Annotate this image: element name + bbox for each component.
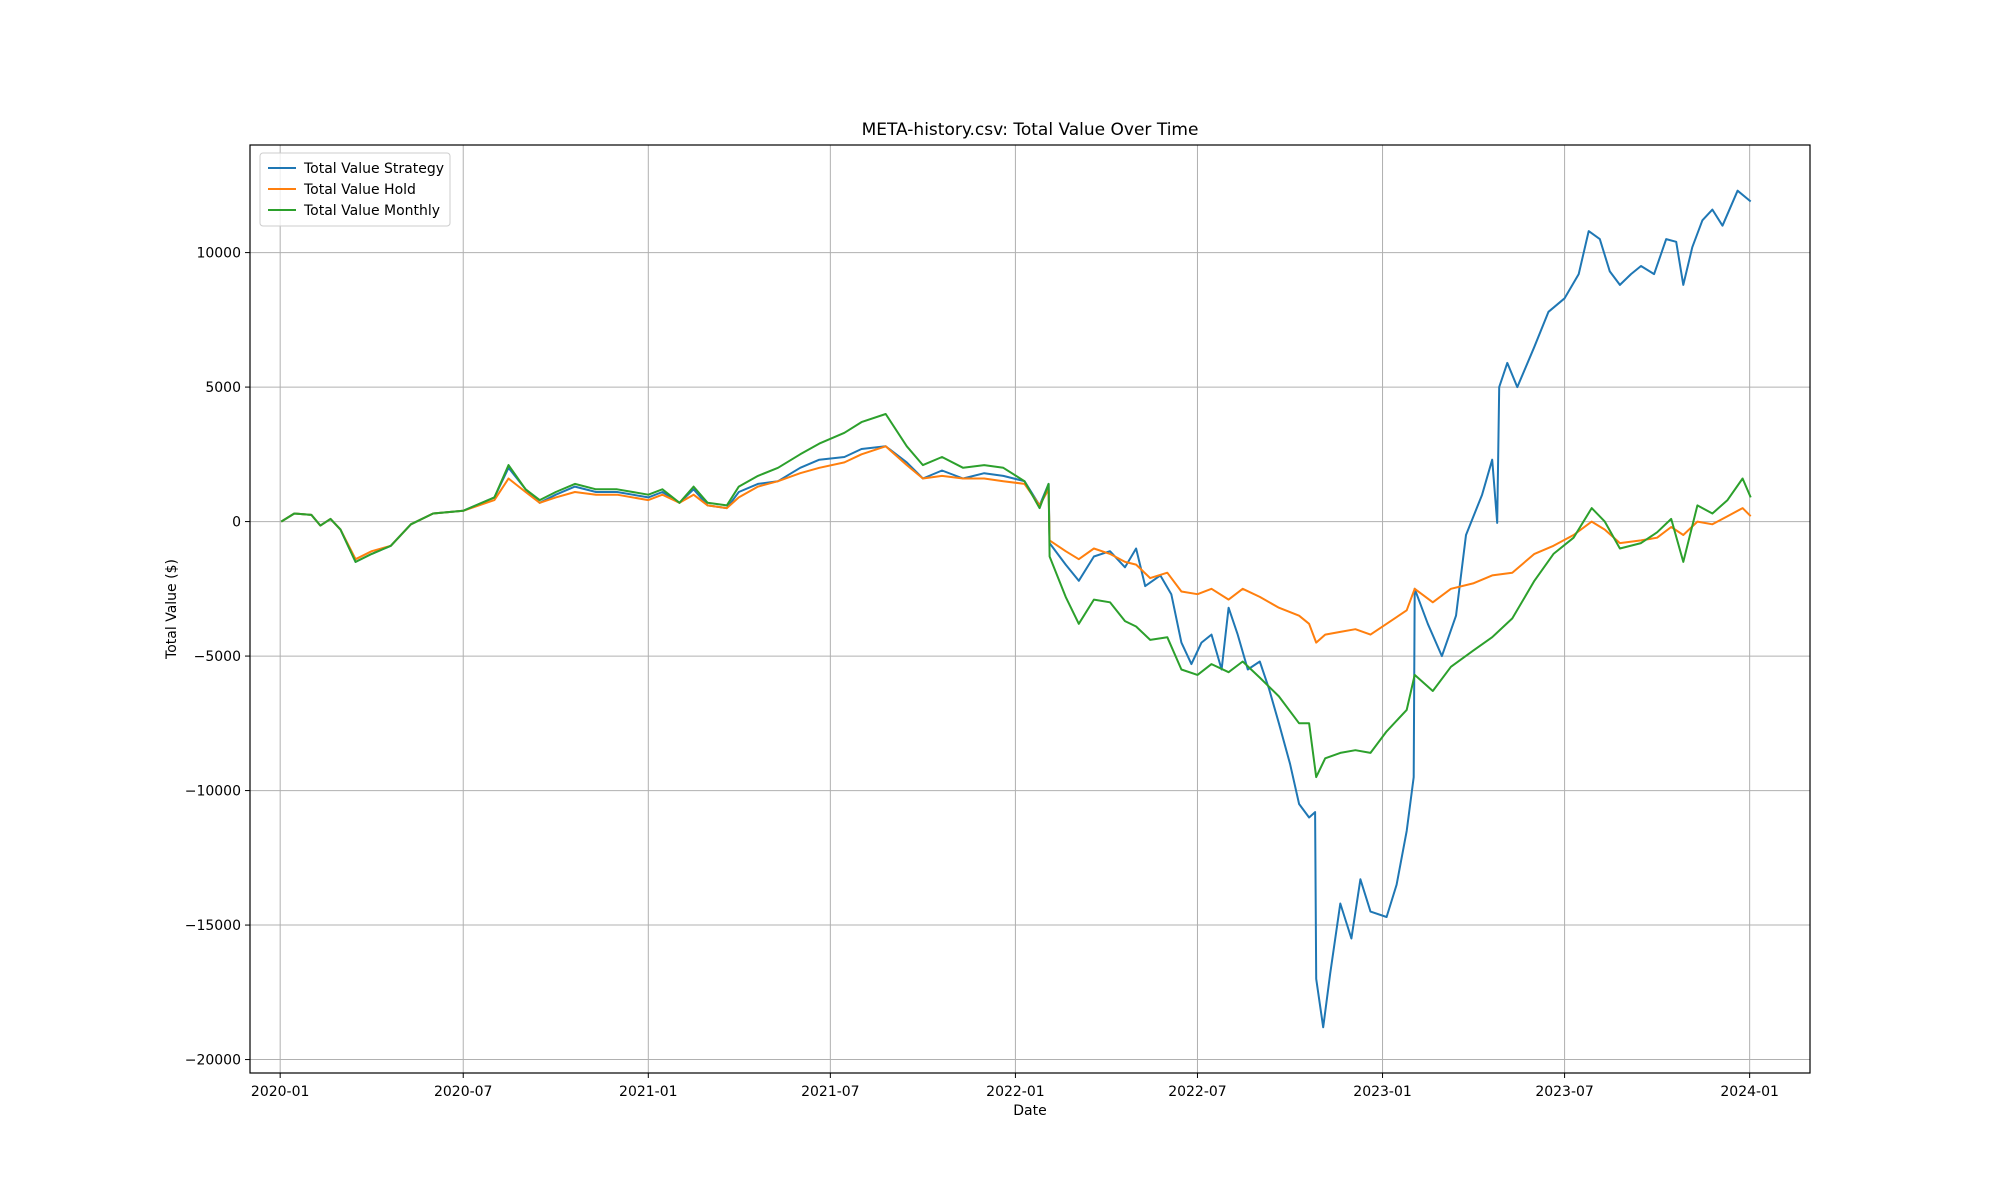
legend-box [259, 152, 451, 227]
chart-title: META-history.csv: Total Value Over Time [862, 120, 1199, 140]
y-tick-label: 0 [232, 515, 241, 531]
axis-ticks: 2020-01 2020-07 2021-01 2021-07 2022-01 2022-… [185, 246, 1779, 1100]
y-tick-label: 10000 [196, 246, 241, 262]
x-tick-label: 2023-07 [1535, 1084, 1594, 1100]
x-tick-label: 2020-01 [251, 1084, 310, 1100]
x-tick-label: 2020-07 [434, 1084, 493, 1100]
plot-frame [249, 144, 1811, 1074]
y-axis-label: Total Value ($) [164, 559, 180, 660]
grid [250, 145, 1810, 1073]
x-tick-label: 2023-01 [1353, 1084, 1412, 1100]
series-line-total-value-hold [280, 445, 1752, 644]
x-tick-label: 2021-07 [801, 1084, 860, 1100]
x-tick-label: 2021-01 [619, 1084, 678, 1100]
x-tick-label: 2022-07 [1168, 1084, 1227, 1100]
x-tick-label: 2022-01 [986, 1084, 1045, 1100]
legend-label: Total Value Monthly [303, 203, 440, 219]
y-tick-label: −20000 [185, 1053, 241, 1069]
x-axis-label: Date [1013, 1103, 1046, 1119]
series-lines [280, 189, 1752, 1029]
y-tick-label: −5000 [194, 649, 241, 665]
legend: Total Value Strategy Total Value Hold Tota… [259, 152, 451, 227]
series-line-total-value-strategy [280, 189, 1752, 1029]
x-tick-label: 2024-01 [1720, 1084, 1779, 1100]
legend-label: Total Value Hold [303, 182, 416, 198]
legend-label: Total Value Strategy [303, 161, 444, 177]
series-line-total-value-monthly [280, 413, 1752, 779]
y-tick-label: −10000 [185, 784, 241, 800]
y-tick-label: −15000 [185, 918, 241, 934]
y-tick-label: 5000 [205, 380, 241, 396]
